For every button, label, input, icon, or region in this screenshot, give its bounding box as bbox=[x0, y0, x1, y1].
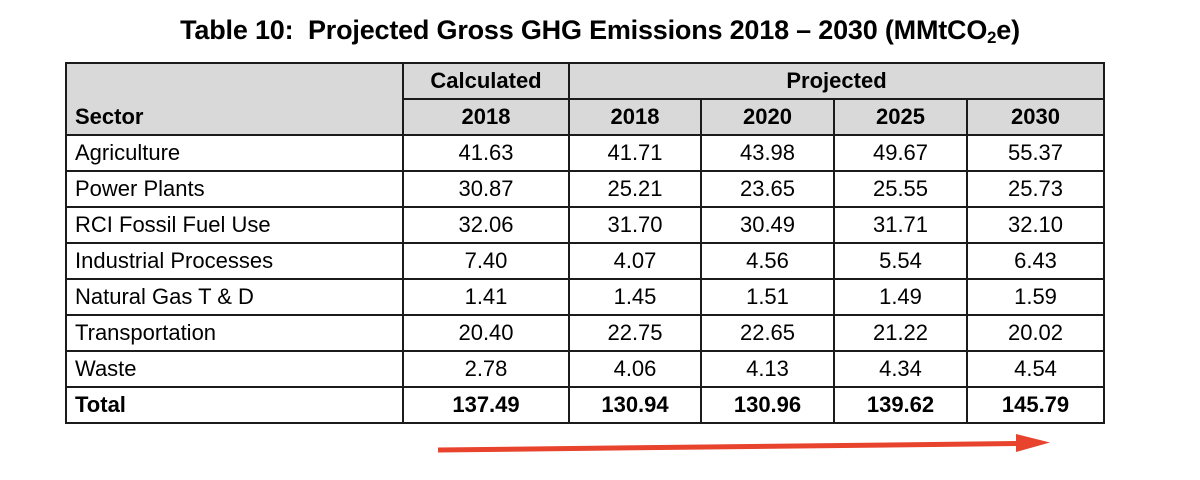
header-group-row: Sector Calculated Projected bbox=[65, 62, 1106, 136]
table-row: Transportation 20.40 22.75 22.65 21.22 2… bbox=[65, 314, 1106, 352]
table-row: Power Plants 30.87 25.21 23.65 25.55 25.… bbox=[65, 170, 1106, 208]
cell-projected-2030: 6.43 bbox=[965, 242, 1106, 280]
cell-total-projected-2025: 139.62 bbox=[833, 386, 968, 424]
cell-calculated: 2.78 bbox=[402, 350, 570, 388]
cell-calculated: 7.40 bbox=[402, 242, 570, 280]
cell-sector: Agriculture bbox=[65, 134, 404, 172]
table-title-suffix: e) bbox=[996, 15, 1020, 45]
emissions-table: Sector Calculated Projected 2018 2018 20… bbox=[65, 62, 1106, 424]
header-calculated: Calculated bbox=[402, 62, 570, 100]
cell-projected-2030: 4.54 bbox=[965, 350, 1106, 388]
cell-sector: Power Plants bbox=[65, 170, 404, 208]
table-row: Agriculture 41.63 41.71 43.98 49.67 55.3… bbox=[65, 134, 1106, 172]
cell-projected-2020: 1.51 bbox=[700, 278, 835, 316]
cell-total-projected-2030: 145.79 bbox=[965, 386, 1106, 424]
table-row: Waste 2.78 4.06 4.13 4.34 4.54 bbox=[65, 350, 1106, 388]
cell-projected-2020: 43.98 bbox=[700, 134, 835, 172]
cell-sector: Industrial Processes bbox=[65, 242, 404, 280]
cell-calculated: 20.40 bbox=[402, 314, 570, 352]
table-row: Natural Gas T & D 1.41 1.45 1.51 1.49 1.… bbox=[65, 278, 1106, 316]
cell-total-projected-2020: 130.96 bbox=[700, 386, 835, 424]
cell-projected-2018: 22.75 bbox=[568, 314, 702, 352]
cell-projected-2025: 49.67 bbox=[833, 134, 968, 172]
header-projected-year-2030: 2030 bbox=[965, 98, 1106, 136]
cell-projected-2020: 23.65 bbox=[700, 170, 835, 208]
header-projected-year-2018: 2018 bbox=[568, 98, 702, 136]
table-row: RCI Fossil Fuel Use 32.06 31.70 30.49 31… bbox=[65, 206, 1106, 244]
cell-projected-2018: 25.21 bbox=[568, 170, 702, 208]
cell-projected-2030: 32.10 bbox=[965, 206, 1106, 244]
header-sector: Sector bbox=[65, 62, 404, 136]
cell-projected-2020: 30.49 bbox=[700, 206, 835, 244]
cell-projected-2030: 25.73 bbox=[965, 170, 1106, 208]
cell-projected-2018: 1.45 bbox=[568, 278, 702, 316]
cell-projected-2025: 5.54 bbox=[833, 242, 968, 280]
cell-sector: Waste bbox=[65, 350, 404, 388]
cell-projected-2018: 41.71 bbox=[568, 134, 702, 172]
cell-projected-2025: 25.55 bbox=[833, 170, 968, 208]
cell-projected-2025: 21.22 bbox=[833, 314, 968, 352]
header-projected: Projected bbox=[567, 62, 1106, 100]
trend-arrow-icon bbox=[437, 434, 1050, 453]
table-row: Industrial Processes 7.40 4.07 4.56 5.54… bbox=[65, 242, 1106, 280]
cell-sector: RCI Fossil Fuel Use bbox=[65, 206, 404, 244]
cell-projected-2020: 4.13 bbox=[700, 350, 835, 388]
cell-total-label: Total bbox=[65, 386, 404, 424]
cell-projected-2020: 22.65 bbox=[700, 314, 835, 352]
cell-total-projected-2018: 130.94 bbox=[568, 386, 702, 424]
cell-projected-2018: 4.06 bbox=[568, 350, 702, 388]
table-title-subscript: 2 bbox=[987, 27, 997, 47]
cell-projected-2030: 55.37 bbox=[965, 134, 1106, 172]
cell-sector: Natural Gas T & D bbox=[65, 278, 404, 316]
cell-projected-2020: 4.56 bbox=[700, 242, 835, 280]
header-calculated-year: 2018 bbox=[402, 98, 570, 136]
table-title-text: Table 10: Projected Gross GHG Emissions … bbox=[180, 15, 988, 45]
cell-calculated: 30.87 bbox=[402, 170, 570, 208]
header-projected-year-2020: 2020 bbox=[700, 98, 835, 136]
table-title: Table 10: Projected Gross GHG Emissions … bbox=[0, 15, 1200, 47]
cell-projected-2025: 31.71 bbox=[833, 206, 968, 244]
cell-calculated: 32.06 bbox=[402, 206, 570, 244]
cell-calculated: 41.63 bbox=[402, 134, 570, 172]
cell-calculated: 1.41 bbox=[402, 278, 570, 316]
cell-projected-2025: 4.34 bbox=[833, 350, 968, 388]
cell-sector: Transportation bbox=[65, 314, 404, 352]
cell-projected-2018: 31.70 bbox=[568, 206, 702, 244]
cell-projected-2030: 20.02 bbox=[965, 314, 1106, 352]
total-row: Total 137.49 130.94 130.96 139.62 145.79 bbox=[65, 386, 1106, 424]
header-projected-year-2025: 2025 bbox=[833, 98, 968, 136]
cell-projected-2025: 1.49 bbox=[833, 278, 968, 316]
cell-projected-2030: 1.59 bbox=[965, 278, 1106, 316]
header-year-row: 2018 2018 2020 2025 2030 bbox=[66, 98, 1106, 136]
cell-projected-2018: 4.07 bbox=[568, 242, 702, 280]
cell-total-calculated: 137.49 bbox=[402, 386, 570, 424]
